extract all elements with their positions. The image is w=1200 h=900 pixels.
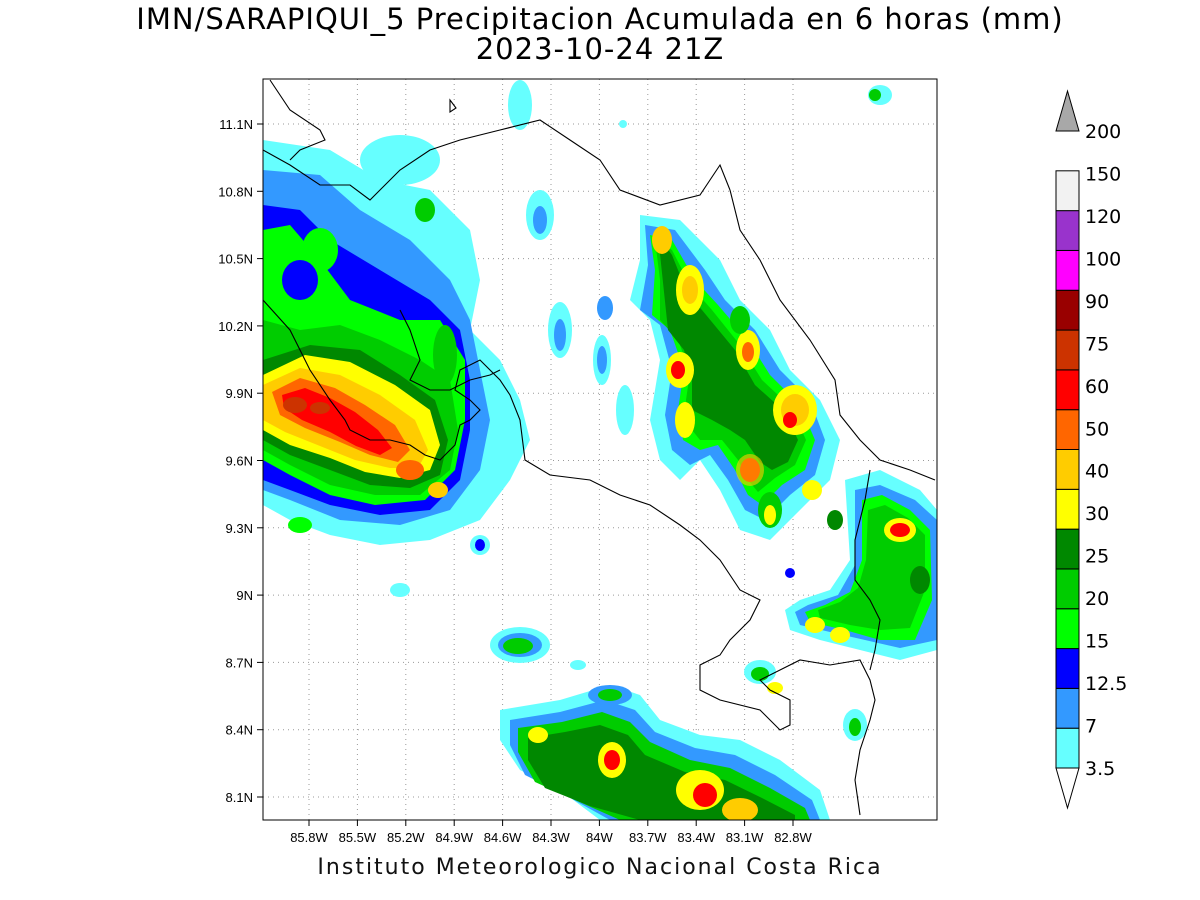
lat-label: 8.4N (226, 723, 253, 738)
rain-area-southeast (744, 470, 937, 741)
lon-label: 83.1W (726, 830, 764, 845)
lon-label: 85.2W (387, 830, 425, 845)
colorbar-swatch (1055, 329, 1080, 371)
colorbar-swatch (1055, 449, 1080, 490)
colorbar-label: 30 (1085, 503, 1109, 525)
colorbar-label: 15 (1085, 631, 1109, 653)
nicaragua-border (263, 119, 731, 206)
colorbar-label: 7 (1085, 716, 1097, 738)
colorbar-label: 3.5 (1085, 758, 1115, 780)
colorbar-swatch (1055, 409, 1080, 450)
colorbar-swatch (1055, 210, 1080, 251)
map-timestamp: 2023-10-24 21Z (475, 32, 725, 66)
pacific-coast (263, 299, 876, 816)
plot-frame (262, 78, 938, 821)
lat-label: 9.6N (226, 454, 253, 469)
colorbar-label: 50 (1085, 418, 1109, 440)
rain-area-northwest (263, 135, 530, 545)
longitude-axis: 85.8W 85.5W 85.2W 84.9W 84.6W 84.3W 84W 83.7W 83… (290, 820, 813, 845)
lat-label: 9.3N (226, 521, 253, 536)
lon-label: 82.8W (774, 830, 812, 845)
colorbar-swatch (1055, 369, 1080, 411)
lat-label: 9.9N (226, 386, 253, 401)
colorbar-label: 20 (1085, 588, 1109, 610)
colorbar-label: 120 (1085, 206, 1121, 228)
lon-label: 84.3W (532, 830, 570, 845)
colorbar-label: 100 (1085, 248, 1121, 270)
lon-label: 83.4W (677, 830, 715, 845)
colorbar-swatch (1055, 170, 1080, 212)
colorbar-swatch (1055, 648, 1080, 689)
map-title: IMN/SARAPIQUI_5 Precipitacion Acumulada … (136, 2, 1064, 36)
colorbar-swatch (1055, 727, 1080, 769)
colorbar-swatch (1055, 608, 1080, 650)
colorbar-label: 60 (1085, 376, 1109, 398)
colorbar: 3.5 7 12.5 15 20 25 30 40 50 60 75 90 100 120 150 200 (1055, 89, 1127, 810)
colorbar-label: 200 (1085, 121, 1121, 143)
colorbar-swatch (1055, 568, 1080, 610)
lat-label: 10.8N (218, 184, 253, 199)
nicaragua-lake-shore (269, 79, 326, 161)
lat-label: 8.1N (226, 790, 253, 805)
panama-border (854, 469, 881, 671)
precipitation-field (263, 80, 937, 820)
colorbar-swatch (1055, 289, 1080, 331)
coastlines (263, 79, 936, 816)
colorbar-swatch (1055, 528, 1080, 570)
lat-label: 9N (236, 588, 253, 603)
colorbar-max-arrow (1055, 89, 1080, 132)
lat-label: 11.1N (219, 117, 253, 132)
colorbar-label: 12.5 (1085, 673, 1127, 695)
rain-area-caribbean (630, 215, 843, 578)
lake-island (449, 98, 457, 114)
lat-label: 10.2N (218, 319, 253, 334)
latitude-axis: 11.1N 10.8N 10.5N 10.2N 9.9N 9.6N 9.3N 9N 8.7N 8.… (218, 117, 263, 805)
colorbar-swatch (1055, 249, 1080, 291)
colorbar-label: 75 (1085, 333, 1109, 355)
lat-label: 10.5N (218, 252, 253, 267)
rain-area-south-pacific (500, 660, 830, 820)
lat-label: 8.7N (226, 655, 253, 670)
lon-label: 83.7W (629, 830, 667, 845)
colorbar-swatch (1055, 488, 1080, 530)
lon-label: 84.9W (435, 830, 473, 845)
lon-label: 85.8W (290, 830, 328, 845)
colorbar-label: 150 (1085, 163, 1121, 185)
colorbar-label: 90 (1085, 291, 1109, 313)
lon-label: 85.5W (339, 830, 377, 845)
colorbar-label: 25 (1085, 546, 1109, 568)
colorbar-min-arrow (1055, 767, 1080, 810)
lon-label: 84.6W (484, 830, 522, 845)
rain-cells-central (390, 80, 892, 663)
caribbean-coast (729, 189, 936, 481)
lon-label: 84W (586, 830, 613, 845)
footer-credit: Instituto Meteorologico Nacional Costa R… (317, 855, 883, 880)
colorbar-swatch (1055, 687, 1080, 729)
colorbar-label: 40 (1085, 461, 1109, 483)
inland-border (399, 309, 501, 391)
